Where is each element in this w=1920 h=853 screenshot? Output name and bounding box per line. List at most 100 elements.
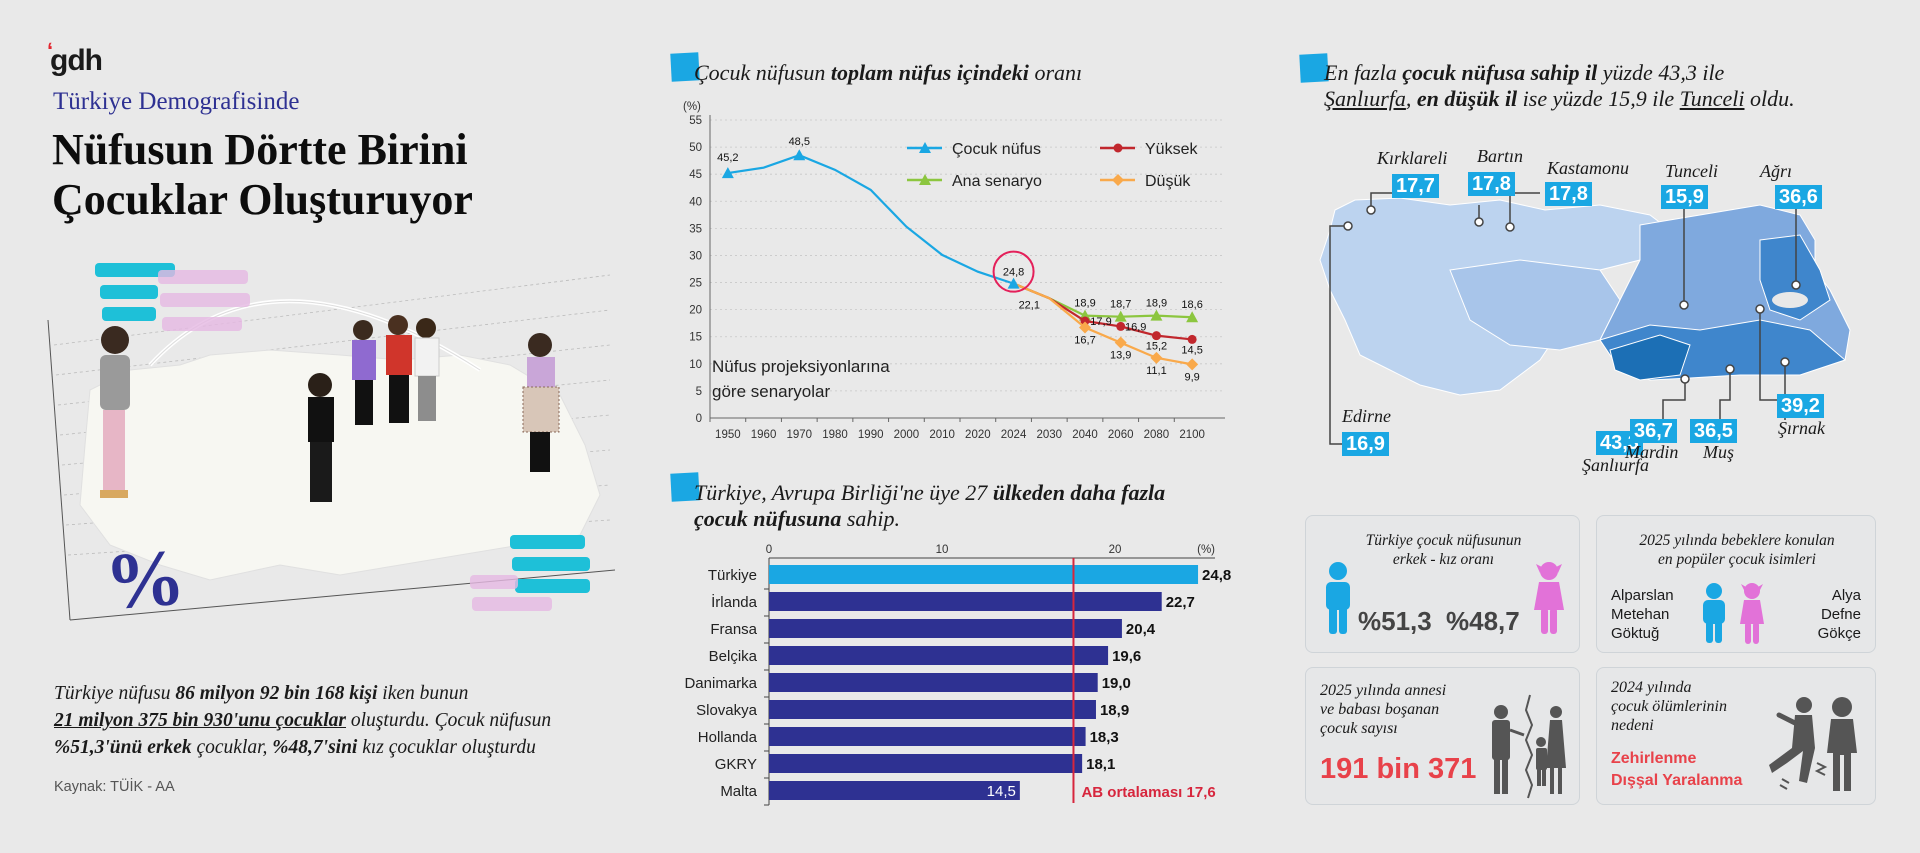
- province-value-kirklareli: 17,7: [1392, 174, 1439, 198]
- bar-value-label: 18,3: [1090, 729, 1119, 746]
- y-tick-label: 55: [689, 115, 702, 127]
- x-tick-label: 20: [1109, 544, 1122, 556]
- data-label: 18,6: [1181, 299, 1202, 311]
- bar-value-label: 19,6: [1112, 648, 1141, 665]
- y-tick-label: 45: [689, 169, 702, 181]
- boy-name: Göktuğ: [1611, 625, 1660, 642]
- bar: [769, 565, 1199, 584]
- province-value-sirnak: 39,2: [1777, 394, 1824, 418]
- y-tick-label: 0: [696, 413, 702, 425]
- boy-name: Metehan: [1611, 606, 1670, 623]
- x-tick-label: 1990: [858, 429, 884, 441]
- bar: [769, 646, 1109, 665]
- x-tick-label: 0: [766, 544, 772, 556]
- y-tick-label: 5: [696, 386, 702, 398]
- x-tick-label: 1970: [786, 429, 812, 441]
- girl-names-list: Alya Defne Gökçe: [1818, 586, 1861, 643]
- y-tick-label: 10: [689, 359, 702, 371]
- data-label: 13,9: [1110, 350, 1131, 362]
- x-axis-unit: (%): [1197, 544, 1215, 556]
- x-tick-label: 2080: [1144, 429, 1170, 441]
- child-figure-left: [100, 326, 130, 498]
- map-title: En fazla çocuk nüfusa sahip il yüzde 43,…: [1324, 60, 1795, 111]
- percent-symbol: %: [101, 533, 188, 627]
- summary-text: Türkiye nüfusu 86 milyon 92 bin 168 kişi…: [54, 683, 552, 758]
- province-name-kastamonu: Kastamonu: [1547, 158, 1630, 178]
- child-figure-white: [414, 318, 440, 421]
- bar-value-label: 20,4: [1126, 621, 1156, 638]
- x-tick-label: 10: [936, 544, 949, 556]
- data-label: 11,1: [1146, 365, 1167, 377]
- bar-category-label: GKRY: [715, 756, 757, 773]
- data-label: 18,9: [1146, 298, 1167, 310]
- bar: [769, 700, 1096, 719]
- province-name-mardin: Mardin: [1625, 442, 1679, 462]
- people-pictogram-topleft: [95, 263, 175, 321]
- province-name-agri: Ağrı: [1760, 161, 1793, 181]
- x-tick-label: 1980: [822, 429, 848, 441]
- divorce-card: 2025 yılında annesi ve babası boşanan ço…: [1305, 667, 1580, 805]
- bar: [769, 673, 1098, 692]
- province-value-mardin: 36,7: [1630, 419, 1677, 443]
- bar: [769, 619, 1122, 638]
- child-figure-purple: [352, 320, 376, 425]
- eu-comparison-bar-chart: 0 10 20 (%) Türkiye 24,8 İrlanda 22,7 Fransa 20,4…: [660, 540, 1260, 815]
- boy-icon: [1326, 562, 1350, 634]
- y-tick-label: 35: [689, 223, 702, 235]
- bar: [769, 727, 1086, 746]
- bar-chart-title: Türkiye, Avrupa Birliği'ne üye 27 ülkede…: [694, 480, 1166, 531]
- province-name-tunceli: Tunceli: [1665, 161, 1718, 181]
- bar-value-label: 18,1: [1086, 756, 1115, 773]
- girl-name: Defne: [1820, 606, 1861, 623]
- people-pictogram-bottomright: [510, 535, 590, 593]
- child-figure-jumping: [308, 373, 334, 502]
- x-tick-label: 2000: [894, 429, 920, 441]
- y-axis-unit: (%): [683, 101, 701, 113]
- highlight-circle: [992, 250, 1035, 293]
- people-pictogram-bottomright-pink: [470, 575, 552, 611]
- page-title: Nüfusun Dörtte Birini Çocuklar Oluşturuy…: [52, 125, 473, 224]
- data-label: 18,7: [1110, 299, 1131, 311]
- province-value-bartin: 17,8: [1468, 172, 1515, 196]
- bar-category-label: İrlanda: [711, 593, 758, 611]
- bar-value-label: 14,5: [987, 783, 1016, 800]
- province-name-kirklareli: Kırklareli: [1377, 148, 1448, 168]
- data-label: 14,5: [1181, 344, 1202, 356]
- deaths-card-title: 2024 yılında çocuk ölümlerinin nedeni: [1611, 679, 1727, 734]
- data-label: 16,7: [1074, 335, 1095, 347]
- people-pictogram-topleft-pink: [158, 270, 250, 331]
- scenario-note: Nüfus projeksiyonlarına: [712, 357, 890, 376]
- death-cause: Dışşal Yaralanma: [1611, 772, 1743, 789]
- bar-category-label: Danimarka: [684, 675, 757, 692]
- child-figure-red: [386, 315, 412, 423]
- x-tick-label: 2100: [1179, 429, 1205, 441]
- boy-name: Alparslan: [1611, 587, 1674, 604]
- injury-poisoning-icon: [1769, 697, 1857, 791]
- divorced-family-icon: [1492, 694, 1566, 799]
- series-line: [1013, 282, 1193, 341]
- gender-ratio-card: Türkiye çocuk nüfusunun erkek - kız oran…: [1305, 515, 1580, 653]
- y-tick-label: 25: [689, 278, 702, 290]
- divorce-card-title: 2025 yılında annesi ve babası boşanan ço…: [1320, 682, 1447, 737]
- x-tick-label: 2060: [1108, 429, 1134, 441]
- y-tick-label: 40: [689, 196, 702, 208]
- girl-icon: [1534, 562, 1564, 634]
- province-name-mus: Muş: [1703, 442, 1734, 462]
- x-tick-label: 2010: [929, 429, 955, 441]
- x-tick-label: 1960: [751, 429, 777, 441]
- scenario-note: göre senaryolar: [712, 382, 830, 401]
- death-cause: Zehirlenme: [1611, 750, 1697, 767]
- x-tick-label: 2030: [1036, 429, 1062, 441]
- x-tick-label: 2020: [965, 429, 991, 441]
- province-value-sanliurfa: 43,3: [1596, 431, 1643, 455]
- province-value-mus: 36,5: [1690, 419, 1737, 443]
- bar: [769, 781, 1020, 800]
- data-label: 18,9: [1074, 298, 1095, 310]
- data-label: 17,9: [1090, 316, 1111, 328]
- x-tick-label: 1950: [715, 429, 741, 441]
- bar: [769, 592, 1162, 611]
- bar-category-label: Fransa: [710, 621, 757, 638]
- legend-label: Ana senaryo: [952, 173, 1042, 190]
- bar-category-label: Slovakya: [696, 702, 758, 719]
- girl-name: Alya: [1831, 587, 1861, 604]
